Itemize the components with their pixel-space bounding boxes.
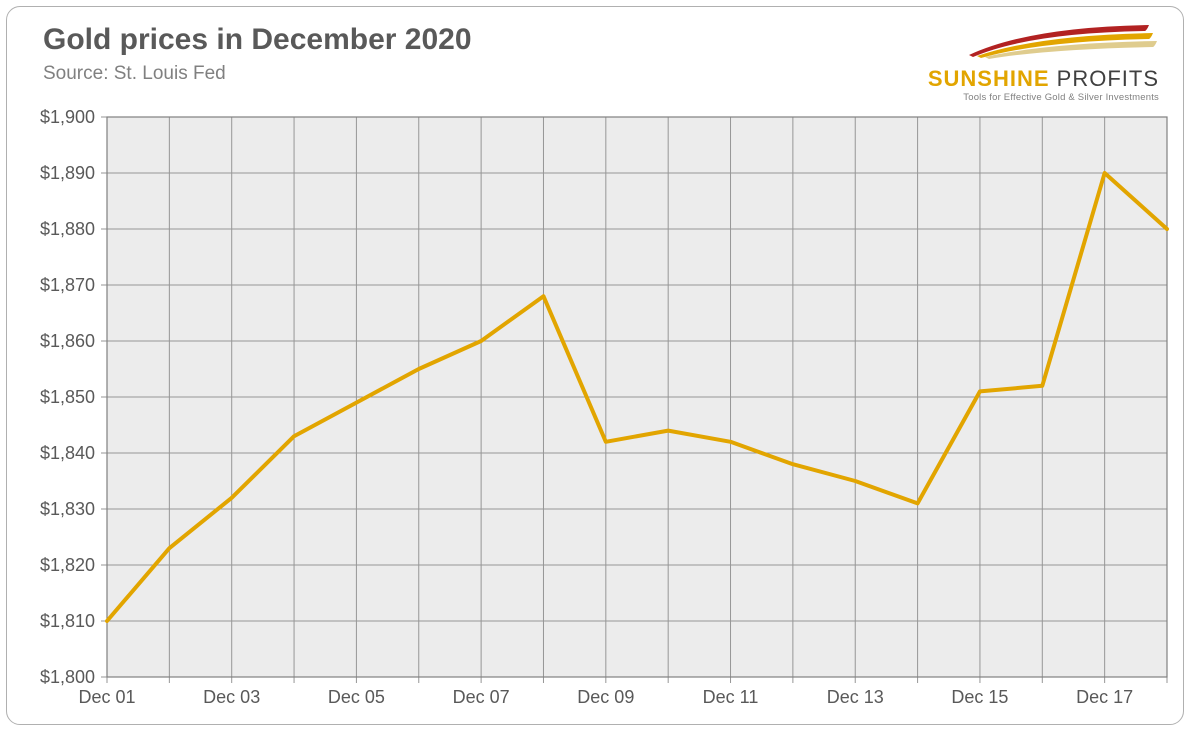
y-tick-label: $1,800 (40, 667, 95, 687)
x-tick-label: Dec 15 (951, 687, 1008, 707)
y-tick-label: $1,890 (40, 163, 95, 183)
y-tick-label: $1,880 (40, 219, 95, 239)
x-tick-label: Dec 03 (203, 687, 260, 707)
x-tick-label: Dec 13 (827, 687, 884, 707)
x-tick-label: Dec 07 (453, 687, 510, 707)
x-tick-label: Dec 05 (328, 687, 385, 707)
x-tick-label: Dec 11 (703, 687, 759, 707)
y-tick-label: $1,860 (40, 331, 95, 351)
y-tick-label: $1,870 (40, 275, 95, 295)
line-chart: $1,800 $1,810 $1,820 $1,830 $1,840 $1,850 $1,8… (7, 7, 1184, 725)
y-tick-label: $1,820 (40, 555, 95, 575)
y-tick-label: $1,810 (40, 611, 95, 631)
x-tick-label: Dec 09 (577, 687, 634, 707)
chart-card: Gold prices in December 2020 Source: St.… (6, 6, 1184, 725)
y-tick-label: $1,850 (40, 387, 95, 407)
y-tick-label: $1,830 (40, 499, 95, 519)
y-tick-label: $1,840 (40, 443, 95, 463)
x-tick-label: Dec 01 (78, 687, 135, 707)
x-tick-label: Dec 17 (1076, 687, 1133, 707)
y-tick-label: $1,900 (40, 107, 95, 127)
